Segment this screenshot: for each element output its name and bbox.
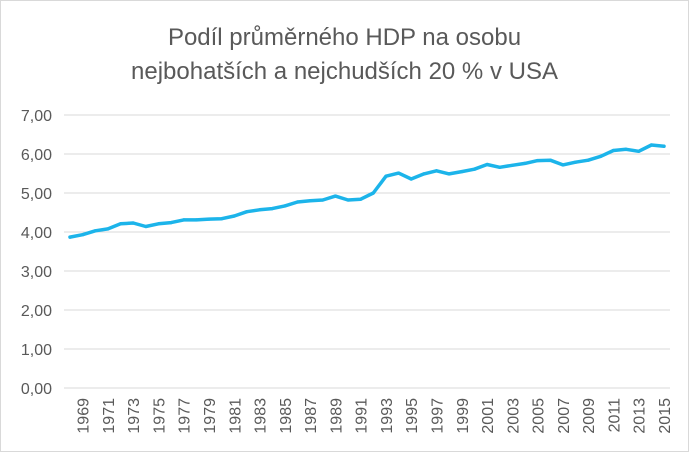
data-point bbox=[93, 229, 97, 233]
y-tick-label: 0,00 bbox=[21, 381, 52, 398]
data-point bbox=[207, 217, 211, 221]
y-tick-label: 4,00 bbox=[21, 225, 52, 242]
data-point bbox=[637, 149, 641, 153]
data-point bbox=[447, 172, 451, 176]
data-point bbox=[232, 214, 236, 218]
data-point bbox=[384, 174, 388, 178]
gridlines bbox=[64, 114, 670, 389]
x-tick-label: 1979 bbox=[202, 398, 219, 434]
data-point bbox=[611, 148, 616, 153]
data-point bbox=[119, 222, 123, 226]
x-tick-label: 1987 bbox=[303, 398, 320, 434]
data-point bbox=[397, 171, 401, 175]
x-tick-label: 2005 bbox=[531, 398, 548, 434]
data-point bbox=[498, 165, 502, 169]
data-point bbox=[573, 160, 578, 164]
data-point bbox=[510, 163, 514, 167]
data-point bbox=[649, 143, 654, 147]
x-tick-label: 2009 bbox=[581, 398, 598, 434]
x-tick-label: 1985 bbox=[278, 398, 295, 434]
data-point bbox=[422, 172, 426, 176]
data-point bbox=[460, 170, 464, 174]
x-axis-tick-labels: 1969 1971 1973 1975 1977 1979 1981 1983 1985 1987… bbox=[76, 398, 674, 434]
data-point bbox=[536, 159, 540, 163]
x-tick-label: 1975 bbox=[151, 398, 168, 434]
data-point bbox=[359, 197, 363, 201]
x-tick-label: 2011 bbox=[606, 398, 623, 433]
data-point bbox=[662, 144, 666, 148]
y-tick-label: 7,00 bbox=[21, 108, 52, 125]
data-point bbox=[333, 194, 337, 198]
y-tick-label: 2,00 bbox=[21, 303, 52, 320]
x-tick-label: 1983 bbox=[253, 398, 270, 434]
series-line bbox=[68, 143, 666, 239]
x-tick-label: 1971 bbox=[101, 398, 118, 434]
data-point bbox=[131, 221, 135, 225]
data-point bbox=[308, 199, 312, 203]
y-tick-label: 3,00 bbox=[21, 264, 52, 281]
data-point bbox=[106, 227, 110, 231]
data-point bbox=[182, 218, 186, 222]
data-point bbox=[346, 198, 350, 202]
x-tick-label: 1977 bbox=[177, 398, 194, 434]
data-point bbox=[586, 158, 590, 162]
x-tick-label: 2015 bbox=[657, 398, 674, 434]
x-tick-label: 1989 bbox=[328, 398, 345, 434]
x-tick-label: 2013 bbox=[632, 398, 649, 434]
x-tick-label: 2003 bbox=[505, 398, 522, 434]
data-point bbox=[548, 158, 552, 162]
data-point bbox=[258, 208, 262, 212]
data-point bbox=[245, 210, 249, 214]
x-tick-label: 1999 bbox=[455, 398, 472, 434]
data-point bbox=[270, 207, 274, 211]
data-point bbox=[169, 221, 173, 225]
data-point bbox=[434, 169, 439, 173]
chart-title: Podíl průměrného HDP na osobu bbox=[167, 24, 522, 51]
y-axis-tick-labels: 0,00 1,00 2,00 3,00 4,00 5,00 6,00 7,00 bbox=[21, 108, 52, 398]
x-tick-label: 1997 bbox=[430, 398, 447, 434]
data-point bbox=[156, 222, 161, 226]
data-point bbox=[321, 198, 325, 202]
data-point bbox=[283, 204, 287, 208]
x-tick-label: 2007 bbox=[556, 398, 573, 434]
data-point bbox=[523, 161, 527, 165]
x-tick-label: 2001 bbox=[480, 398, 497, 434]
data-point bbox=[371, 191, 375, 195]
data-point bbox=[144, 224, 148, 229]
chart-subtitle: nejbohatších a nejchudších 20 % v USA bbox=[131, 58, 558, 85]
x-tick-label: 1991 bbox=[354, 398, 371, 434]
data-point bbox=[220, 217, 224, 221]
series-layer bbox=[68, 143, 666, 239]
x-tick-label: 1969 bbox=[76, 398, 93, 434]
data-point bbox=[472, 167, 476, 171]
data-point bbox=[409, 177, 413, 181]
x-tick-label: 1995 bbox=[404, 398, 421, 434]
data-point bbox=[561, 163, 565, 167]
x-tick-label: 1973 bbox=[126, 398, 143, 434]
y-tick-label: 1,00 bbox=[21, 342, 52, 359]
data-point bbox=[194, 218, 198, 222]
data-point bbox=[81, 233, 85, 237]
data-point bbox=[68, 235, 72, 239]
data-point bbox=[295, 200, 300, 204]
data-point bbox=[485, 162, 489, 167]
data-point bbox=[624, 147, 628, 151]
y-tick-label: 5,00 bbox=[21, 186, 52, 203]
data-point bbox=[599, 154, 603, 158]
x-tick-label: 1993 bbox=[379, 398, 396, 434]
chart-title-block: Podíl průměrného HDP na osobu nejbohatší… bbox=[1, 21, 688, 89]
y-tick-label: 6,00 bbox=[21, 147, 52, 164]
x-tick-label: 1981 bbox=[227, 398, 244, 434]
